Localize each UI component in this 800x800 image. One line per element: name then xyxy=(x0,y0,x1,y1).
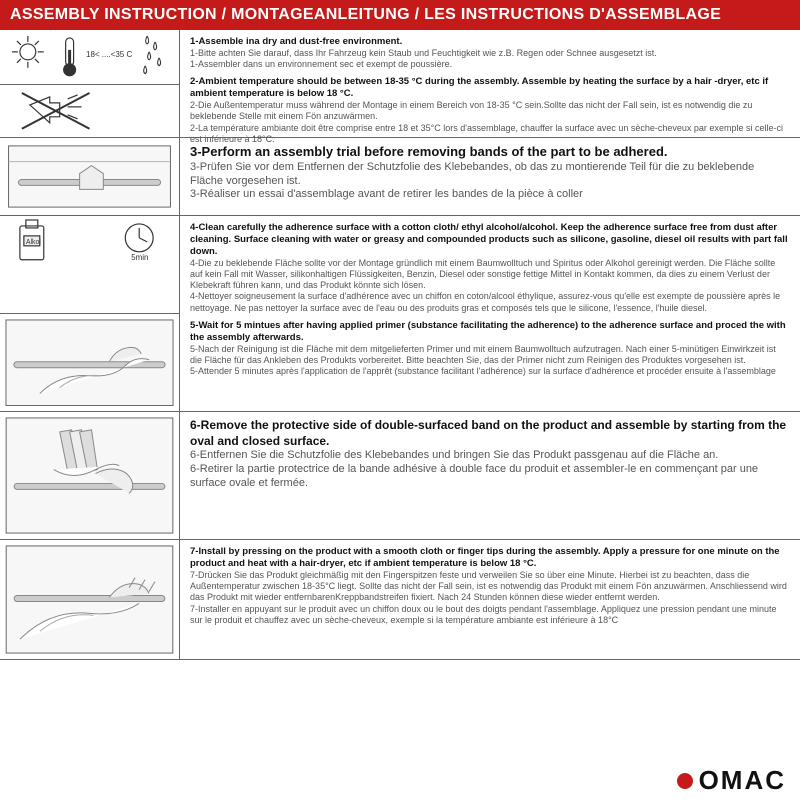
step1-fr: 1-Assembler dans un environnement sec et… xyxy=(190,59,790,70)
step4-fr: 4-Nettoyer soigneusement la surface d'ad… xyxy=(190,291,790,314)
step2-en: 2-Ambient temperature should be between … xyxy=(190,76,790,100)
panel5-illustration xyxy=(0,540,180,659)
wipe-cloth-icon xyxy=(0,314,179,411)
panel-step-7: 7-Install by pressing on the product wit… xyxy=(0,540,800,660)
brand-name: OMAC xyxy=(699,765,786,796)
water-drops-icon xyxy=(144,36,161,74)
no-spray-icon xyxy=(0,85,179,139)
step6-de: 6-Entfernen Sie die Schutzfolie des Kleb… xyxy=(190,449,790,463)
panel-step-1-2: 18< ....<35 C 1-Assemble ina dry and dus… xyxy=(0,30,800,138)
clock-label: 5min xyxy=(131,253,148,262)
panel-step-6: 6-Remove the protective side of double-s… xyxy=(0,412,800,540)
panel1-illustration: 18< ....<35 C xyxy=(0,30,180,137)
step1-de: 1-Bitte achten Sie darauf, dass Ihr Fahr… xyxy=(190,48,790,59)
step4-en: 4-Clean carefully the adherence surface … xyxy=(190,222,790,258)
step5-fr: 5-Attender 5 minutes après l'application… xyxy=(190,366,790,377)
step5-en: 5-Wait for 5 mintues after having applie… xyxy=(190,320,790,344)
step3-en: 3-Perform an assembly trial before remov… xyxy=(190,144,790,161)
panel3-illustration: Alkol 5min xyxy=(0,216,180,411)
panel1-text: 1-Assemble ina dry and dust-free environ… xyxy=(180,30,800,137)
press-cloth-icon xyxy=(0,540,179,659)
step7-de: 7-Drücken Sie das Produkt gleichmäßig mi… xyxy=(190,570,790,604)
panel2-illustration xyxy=(0,138,180,215)
panel-step-4-5: Alkol 5min xyxy=(0,216,800,412)
thermometer-icon xyxy=(64,38,76,76)
panel2-text: 3-Perform an assembly trial before remov… xyxy=(180,138,800,215)
step4-de: 4-Die zu beklebende Fläche sollte vor de… xyxy=(190,258,790,292)
temp-range-label: 18< ....<35 C xyxy=(86,50,132,59)
step5-de: 5-Nach der Reinigung ist die Fläche mit … xyxy=(190,344,790,367)
step7-en: 7-Install by pressing on the product wit… xyxy=(190,546,790,570)
peel-backing-icon xyxy=(0,412,179,539)
panel4-text: 6-Remove the protective side of double-s… xyxy=(180,412,800,539)
sun-icon xyxy=(12,36,44,68)
panel-step-3: 3-Perform an assembly trial before remov… xyxy=(0,138,800,216)
panel3-text: 4-Clean carefully the adherence surface … xyxy=(180,216,800,411)
brand-dot-icon xyxy=(677,773,693,789)
step2-de: 2-Die Außentemperatur muss während der M… xyxy=(190,100,790,123)
panel5-text: 7-Install by pressing on the product wit… xyxy=(180,540,800,659)
5min-clock-icon xyxy=(125,224,153,252)
step6-fr: 6-Retirer la partie protectrice de la ba… xyxy=(190,463,790,491)
step7-fr: 7-Installer en appuyant sur le produit a… xyxy=(190,604,790,627)
step3-fr: 3-Réaliser un essai d'assemblage avant d… xyxy=(190,188,790,202)
trial-fit-icon xyxy=(0,138,179,215)
bottle-label: Alkol xyxy=(26,239,42,246)
page-title: ASSEMBLY INSTRUCTION / MONTAGEANLEITUNG … xyxy=(0,0,800,30)
step6-en: 6-Remove the protective side of double-s… xyxy=(190,418,790,449)
brand-footer: OMAC xyxy=(677,765,786,796)
panel4-illustration xyxy=(0,412,180,539)
step1-en: 1-Assemble ina dry and dust-free environ… xyxy=(190,36,790,48)
step3-de: 3-Prüfen Sie vor dem Entfernen der Schut… xyxy=(190,161,790,189)
